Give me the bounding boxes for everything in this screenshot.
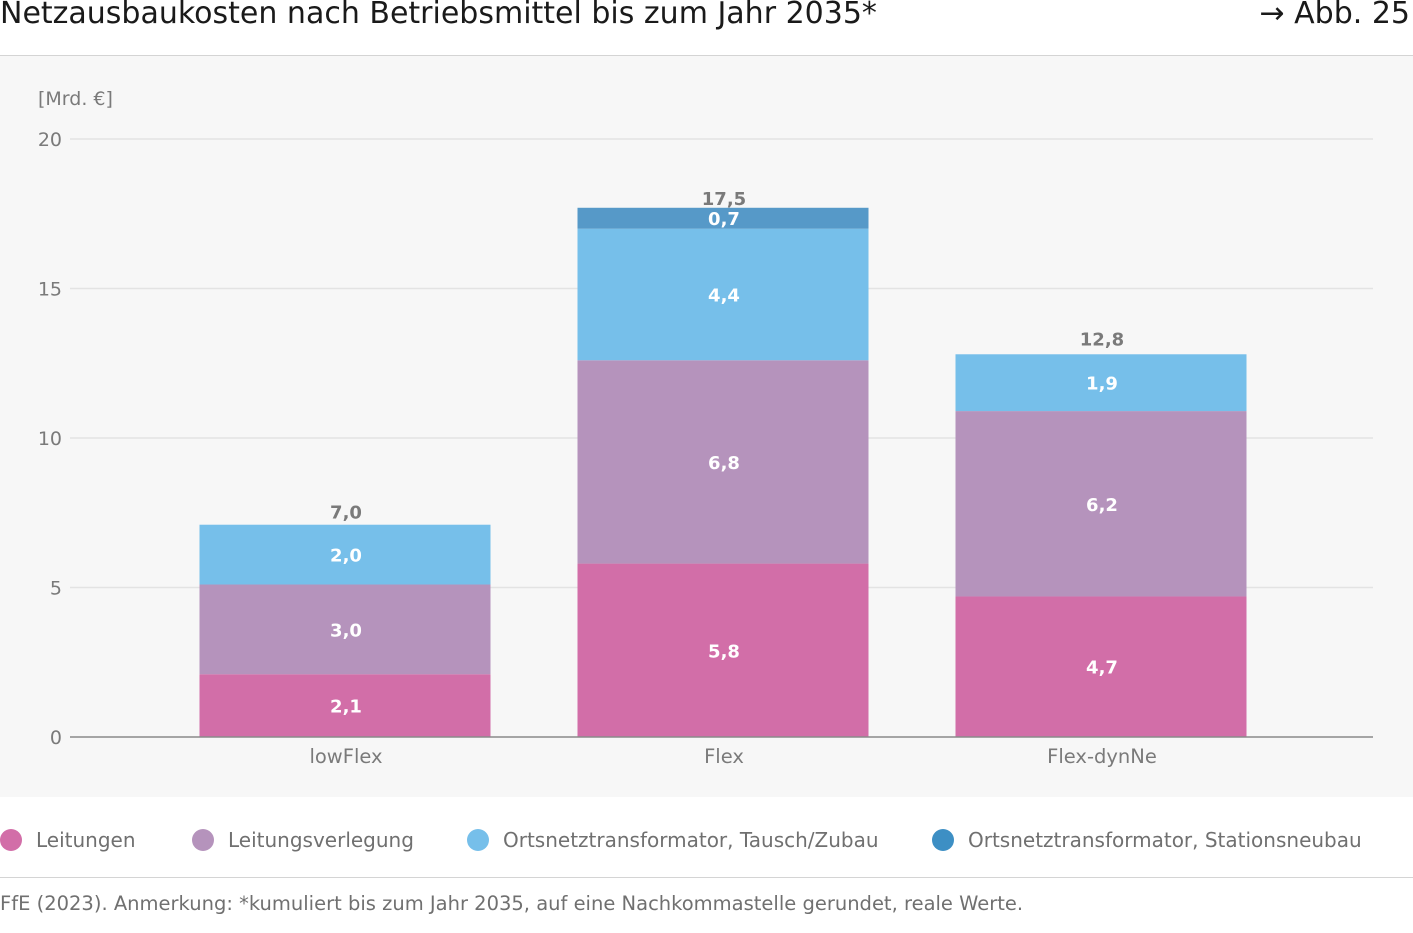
total-label: 12,8 <box>1080 329 1124 350</box>
legend-label: Leitungsverlegung <box>228 828 414 852</box>
data-label: 3,0 <box>330 620 362 641</box>
x-tick-label: lowFlex <box>309 745 382 768</box>
data-label: 2,1 <box>330 697 362 718</box>
footer-divider <box>0 877 1413 878</box>
legend-swatch-ont-tausch-zubau <box>467 829 489 851</box>
x-tick-label: Flex <box>704 745 744 768</box>
legend-item-leitungen: Leitungen <box>0 822 136 858</box>
total-label: 17,5 <box>702 189 746 210</box>
bar-segment <box>955 596 1247 737</box>
legend-label: Ortsnetztransformator, Stationsneubau <box>968 828 1362 852</box>
legend-item-leitungsverlegung: Leitungsverlegung <box>192 822 414 858</box>
data-label: 1,9 <box>1086 374 1118 395</box>
data-label: 0,7 <box>708 209 740 230</box>
header-divider <box>0 55 1413 56</box>
y-tick-label: 5 <box>50 578 62 600</box>
bar-segment <box>577 360 869 564</box>
bar-segment <box>199 584 491 675</box>
stacked-bar-chart: 0 5 10 15 20 [Mrd. €] 2,1 3,0 2,0 7,0 lowFlex 5,8 6,… <box>38 88 1373 768</box>
plot-area: 0 5 10 15 20 [Mrd. €] 2,1 3,0 2,0 7,0 lowFlex 5,8 6,… <box>0 56 1413 797</box>
data-label: 4,7 <box>1086 658 1118 679</box>
legend-label: Leitungen <box>36 828 136 852</box>
y-tick-label: 20 <box>38 129 62 151</box>
data-label: 6,8 <box>708 453 740 474</box>
bar-segment <box>955 411 1247 597</box>
bar-segment <box>577 563 869 737</box>
total-label: 7,0 <box>330 503 362 524</box>
bar-segment <box>955 354 1247 412</box>
data-label: 2,0 <box>330 546 362 567</box>
bar-segment <box>199 674 491 737</box>
y-axis-label: [Mrd. €] <box>38 88 113 110</box>
chart-title: Netzausbaukosten nach Betriebsmittel bis… <box>0 0 877 31</box>
legend-swatch-ont-stationsneubau <box>932 829 954 851</box>
bar-segment <box>577 228 869 361</box>
data-label: 4,4 <box>708 285 740 306</box>
y-tick-label: 15 <box>38 279 62 301</box>
y-tick-label: 10 <box>38 428 62 450</box>
legend-item-ont-tausch-zubau: Ortsnetztransformator, Tausch/Zubau <box>467 822 879 858</box>
bar-segment <box>577 207 869 229</box>
y-tick-label: 0 <box>50 727 62 749</box>
legend-swatch-leitungsverlegung <box>192 829 214 851</box>
legend-swatch-leitungen <box>0 829 22 851</box>
chart-header: Netzausbaukosten nach Betriebsmittel bis… <box>0 0 1413 55</box>
data-label: 6,2 <box>1086 495 1118 516</box>
data-label: 5,8 <box>708 641 740 662</box>
source-note: FfE (2023). Anmerkung: *kumuliert bis zu… <box>0 892 1024 915</box>
figure-reference-link[interactable]: → Abb. 25 <box>1259 0 1410 31</box>
legend-label: Ortsnetztransformator, Tausch/Zubau <box>503 828 879 852</box>
bar-segment <box>199 524 491 585</box>
x-tick-label: Flex-dynNe <box>1047 745 1157 768</box>
chart-legend: Leitungen Leitungsverlegung Ortsnetztran… <box>0 822 1413 858</box>
legend-item-ont-stationsneubau: Ortsnetztransformator, Stationsneubau <box>932 822 1362 858</box>
